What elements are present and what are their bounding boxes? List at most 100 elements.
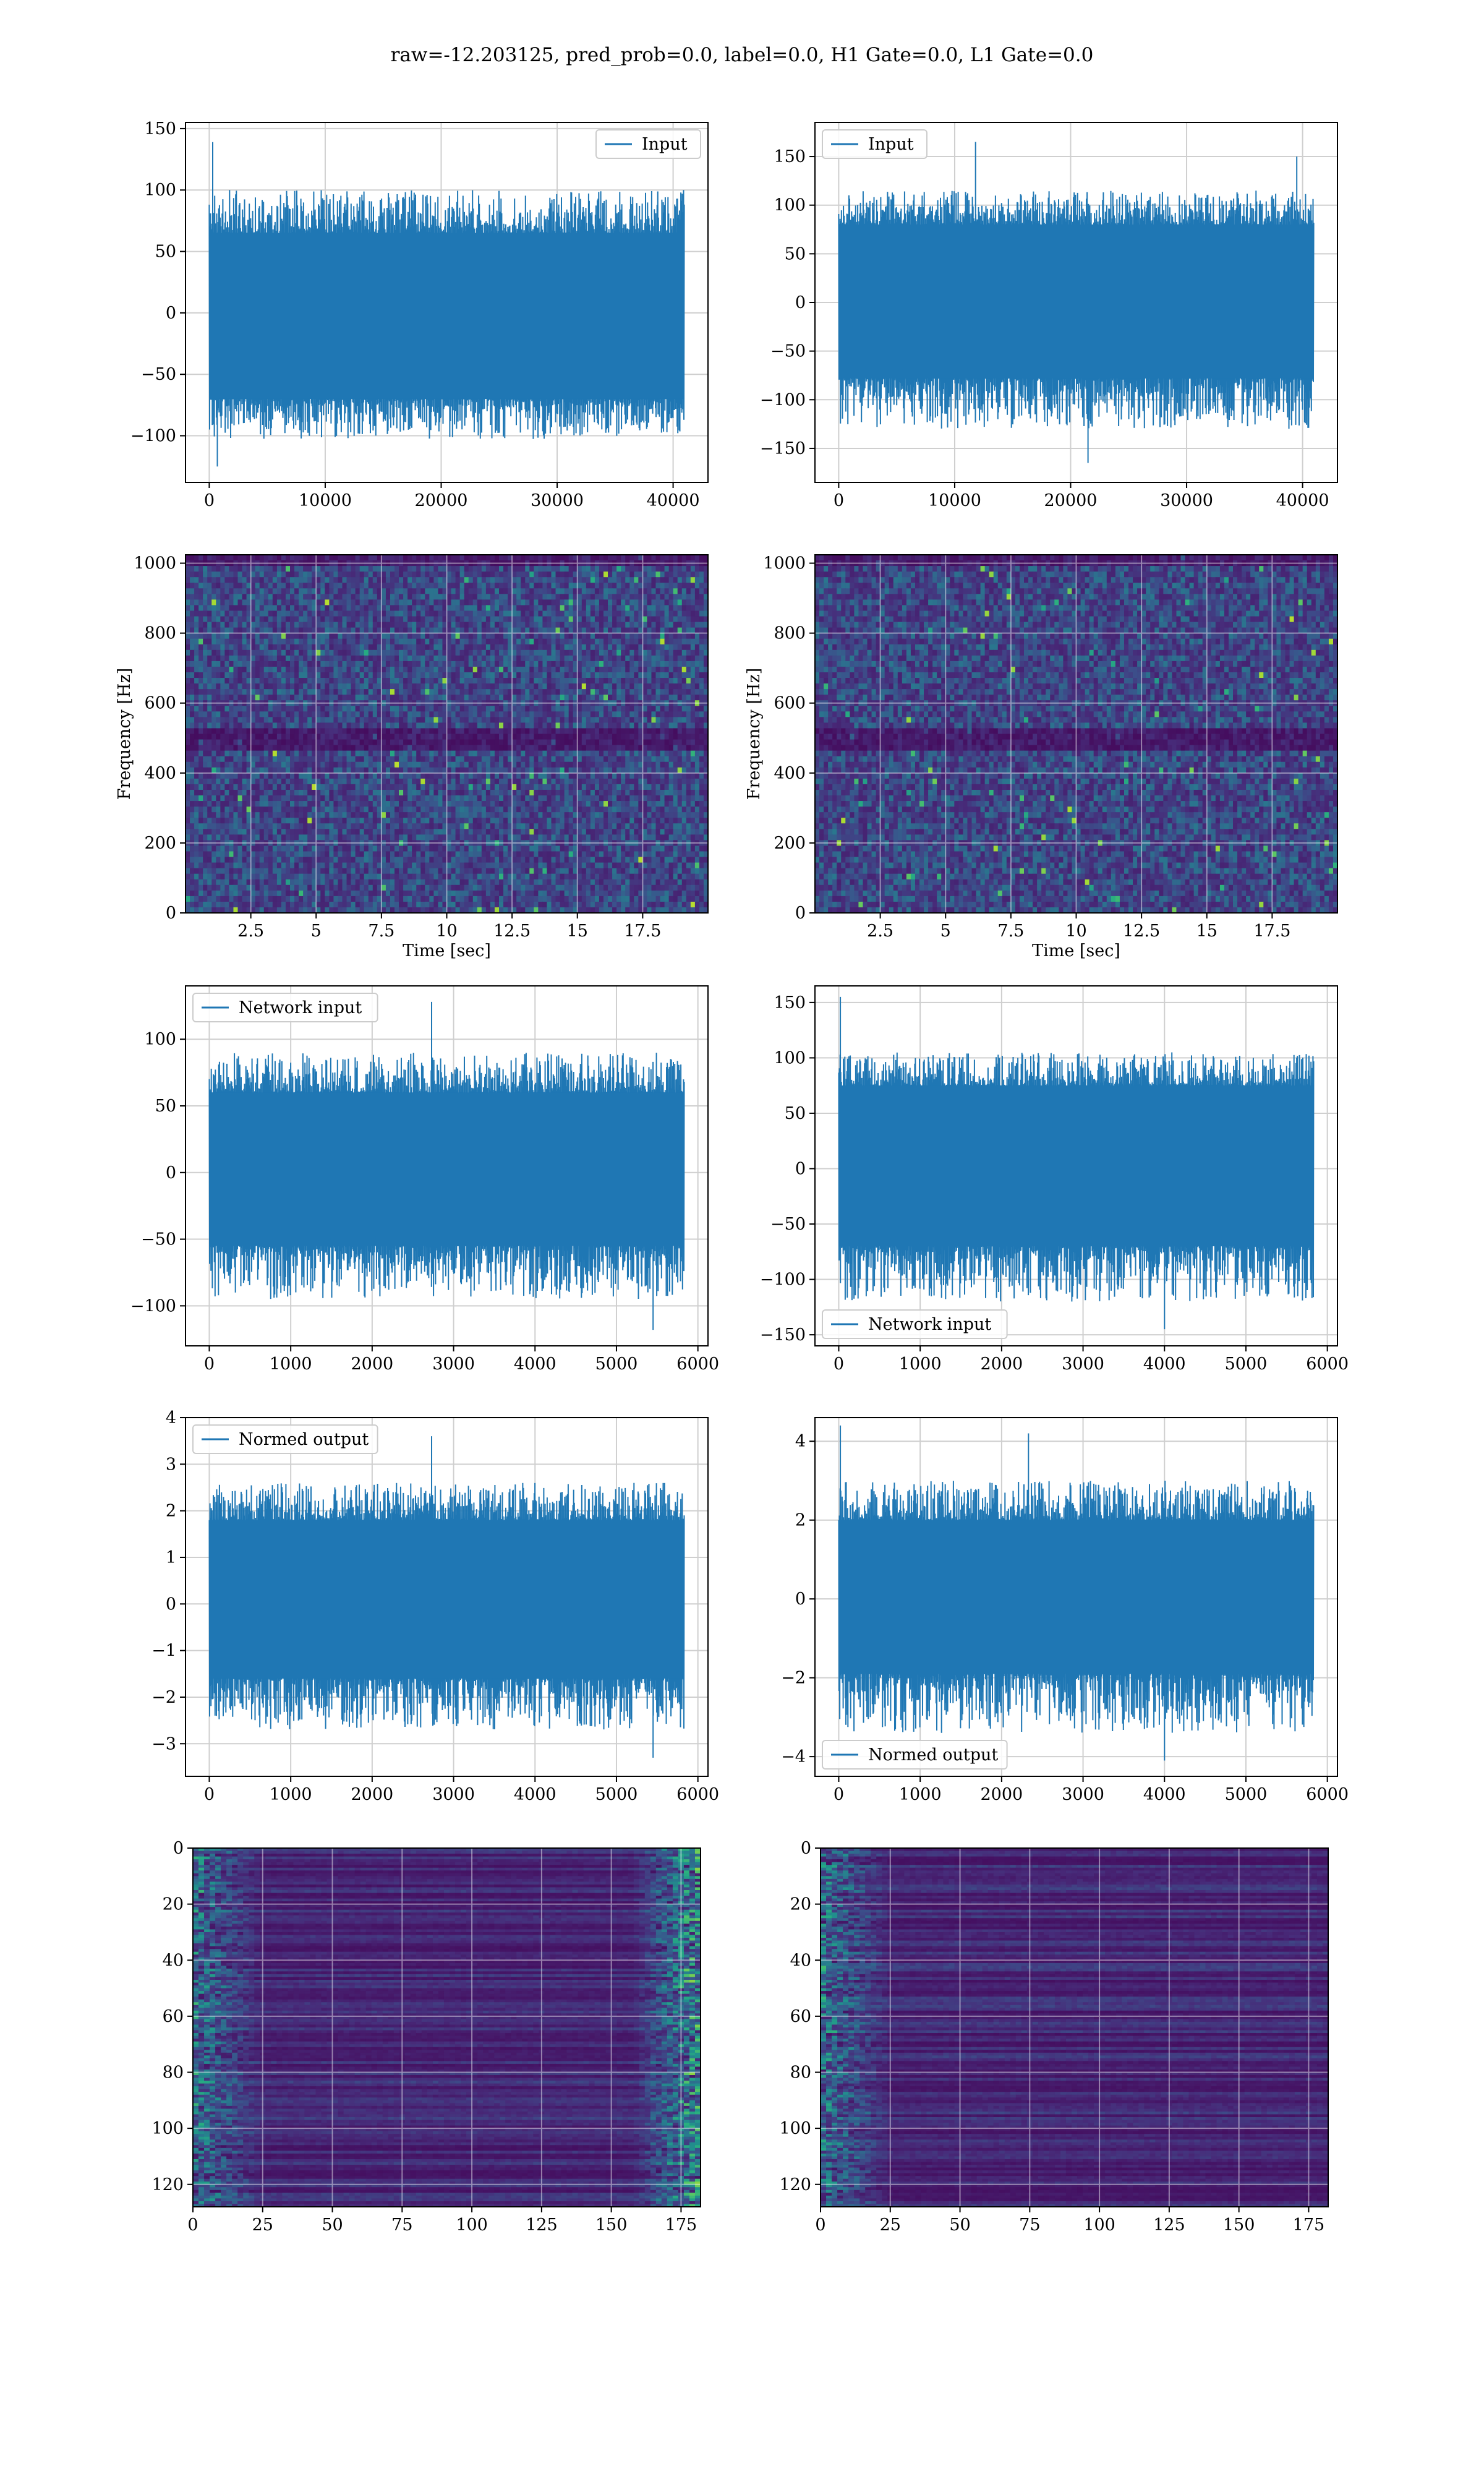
y-tick-label: 400 xyxy=(774,764,806,783)
y-tick-label: 150 xyxy=(774,147,806,166)
y-tick-label: 100 xyxy=(779,2119,811,2138)
x-tick-label: 0 xyxy=(815,2215,825,2235)
r3c2-chart: 0 1000 2000 3000 4000 5000 6000−150−100−500501… xyxy=(760,986,1349,1374)
x-tick-label: 1000 xyxy=(899,1785,942,1804)
y-tick-label: 0 xyxy=(173,1839,184,1858)
y-tick-label: 100 xyxy=(151,2119,184,2138)
x-tick-label: 75 xyxy=(391,2215,412,2235)
x-tick-label: 40000 xyxy=(1276,491,1329,510)
y-tick-label: −2 xyxy=(781,1669,806,1688)
y-tick-label: 200 xyxy=(774,834,806,853)
x-tick-label: 100 xyxy=(456,2215,488,2235)
y-tick-label: 1000 xyxy=(763,554,806,573)
y-tick-label: 60 xyxy=(163,2007,184,2026)
x-tick-label: 1000 xyxy=(899,1355,942,1374)
x-tick-label: 40000 xyxy=(647,491,700,510)
x-tick-label: 0 xyxy=(204,1355,215,1374)
y-tick-label: 0 xyxy=(166,904,176,923)
r4c2-series-core xyxy=(838,1520,1313,1674)
y-tick-label: 800 xyxy=(774,624,806,643)
x-tick-label: 17.5 xyxy=(624,922,661,941)
x-tick-label: 100 xyxy=(1083,2215,1115,2235)
x-tick-label: 125 xyxy=(1153,2215,1185,2235)
x-tick-label: 0 xyxy=(204,491,215,510)
x-tick-label: 1000 xyxy=(270,1355,312,1374)
y-tick-label: 0 xyxy=(795,1159,806,1178)
r3c1-series-core xyxy=(209,1092,684,1246)
x-tick-label: 0 xyxy=(834,1785,844,1804)
x-tick-label: 0 xyxy=(204,1785,215,1804)
y-tick-label: 20 xyxy=(163,1895,184,1914)
x-tick-label: 0 xyxy=(834,491,844,510)
x-tick-label: 3000 xyxy=(432,1785,475,1804)
y-tick-label: −100 xyxy=(130,1296,176,1316)
x-tick-label: 6000 xyxy=(1306,1355,1349,1374)
r1c1-legend: Input xyxy=(596,130,701,158)
r1c1-series-core xyxy=(209,233,684,399)
x-tick-label: 3000 xyxy=(1062,1785,1104,1804)
x-tick-label: 12.5 xyxy=(493,922,531,941)
r2c2-chart: 2.5 5 7.5 10 12.5 15 17.502004006008001000Time… xyxy=(744,554,1338,961)
x-tick-label: 10000 xyxy=(299,491,352,510)
x-tick-label: 125 xyxy=(526,2215,558,2235)
r4c1-chart: 0 1000 2000 3000 4000 5000 6000−3−2−101234Norm… xyxy=(151,1408,719,1804)
y-tick-label: 50 xyxy=(155,1097,176,1116)
r3c2-series-core xyxy=(838,1085,1313,1246)
x-tick-label: 6000 xyxy=(676,1355,719,1374)
y-tick-label: 2 xyxy=(795,1511,806,1530)
y-tick-label: 50 xyxy=(155,242,176,262)
y-tick-label: −150 xyxy=(760,439,806,458)
y-tick-label: 400 xyxy=(144,764,176,783)
x-tick-label: 25 xyxy=(880,2215,901,2235)
x-tick-label: 20000 xyxy=(415,491,468,510)
y-tick-label: 0 xyxy=(801,1839,811,1858)
x-tick-label: 2000 xyxy=(981,1355,1023,1374)
r5c2-heatmap-cells xyxy=(821,1848,1329,2207)
x-tick-label: 12.5 xyxy=(1123,922,1160,941)
y-tick-label: 600 xyxy=(144,694,176,713)
legend-label: Input xyxy=(868,135,914,154)
r3c1-legend: Network input xyxy=(193,993,378,1022)
x-tick-label: 1000 xyxy=(270,1785,312,1804)
y-tick-label: −50 xyxy=(770,1215,806,1234)
y-tick-label: 150 xyxy=(774,993,806,1012)
y-tick-label: 100 xyxy=(144,1030,176,1049)
x-tick-label: 50 xyxy=(949,2215,970,2235)
x-tick-label: 175 xyxy=(1293,2215,1325,2235)
x-tick-label: 10 xyxy=(1065,922,1086,941)
x-tick-label: 6000 xyxy=(1306,1785,1349,1804)
y-tick-label: 1000 xyxy=(134,554,176,573)
y-tick-label: 0 xyxy=(166,304,176,323)
y-tick-label: 1 xyxy=(166,1548,176,1567)
y-tick-label: 0 xyxy=(795,293,806,312)
x-tick-label: 30000 xyxy=(531,491,584,510)
x-tick-label: 4000 xyxy=(514,1785,556,1804)
r2c2-ylabel: Frequency [Hz] xyxy=(744,668,764,800)
x-tick-label: 0 xyxy=(834,1355,844,1374)
x-tick-label: 5000 xyxy=(1225,1355,1268,1374)
y-tick-label: 120 xyxy=(779,2175,811,2194)
x-tick-label: 7.5 xyxy=(368,922,394,941)
x-tick-label: 15 xyxy=(567,922,588,941)
x-tick-label: 150 xyxy=(1223,2215,1255,2235)
y-tick-label: −4 xyxy=(781,1747,806,1766)
legend-label: Network input xyxy=(868,1315,991,1334)
y-tick-label: 0 xyxy=(795,904,806,923)
y-tick-label: −50 xyxy=(770,342,806,361)
x-tick-label: 5000 xyxy=(595,1355,638,1374)
legend-label: Normed output xyxy=(239,1430,369,1449)
r4c1-series-core xyxy=(209,1520,684,1679)
y-tick-label: 120 xyxy=(151,2175,184,2194)
legend-label: Normed output xyxy=(868,1745,998,1765)
x-tick-label: 3000 xyxy=(432,1355,475,1374)
y-tick-label: 2 xyxy=(166,1502,176,1521)
y-tick-label: 100 xyxy=(774,1048,806,1068)
r1c2-series-core xyxy=(838,225,1313,379)
x-tick-label: 4000 xyxy=(1143,1355,1186,1374)
x-tick-label: 0 xyxy=(187,2215,198,2235)
y-tick-label: 50 xyxy=(785,244,806,263)
y-tick-label: −100 xyxy=(760,390,806,409)
